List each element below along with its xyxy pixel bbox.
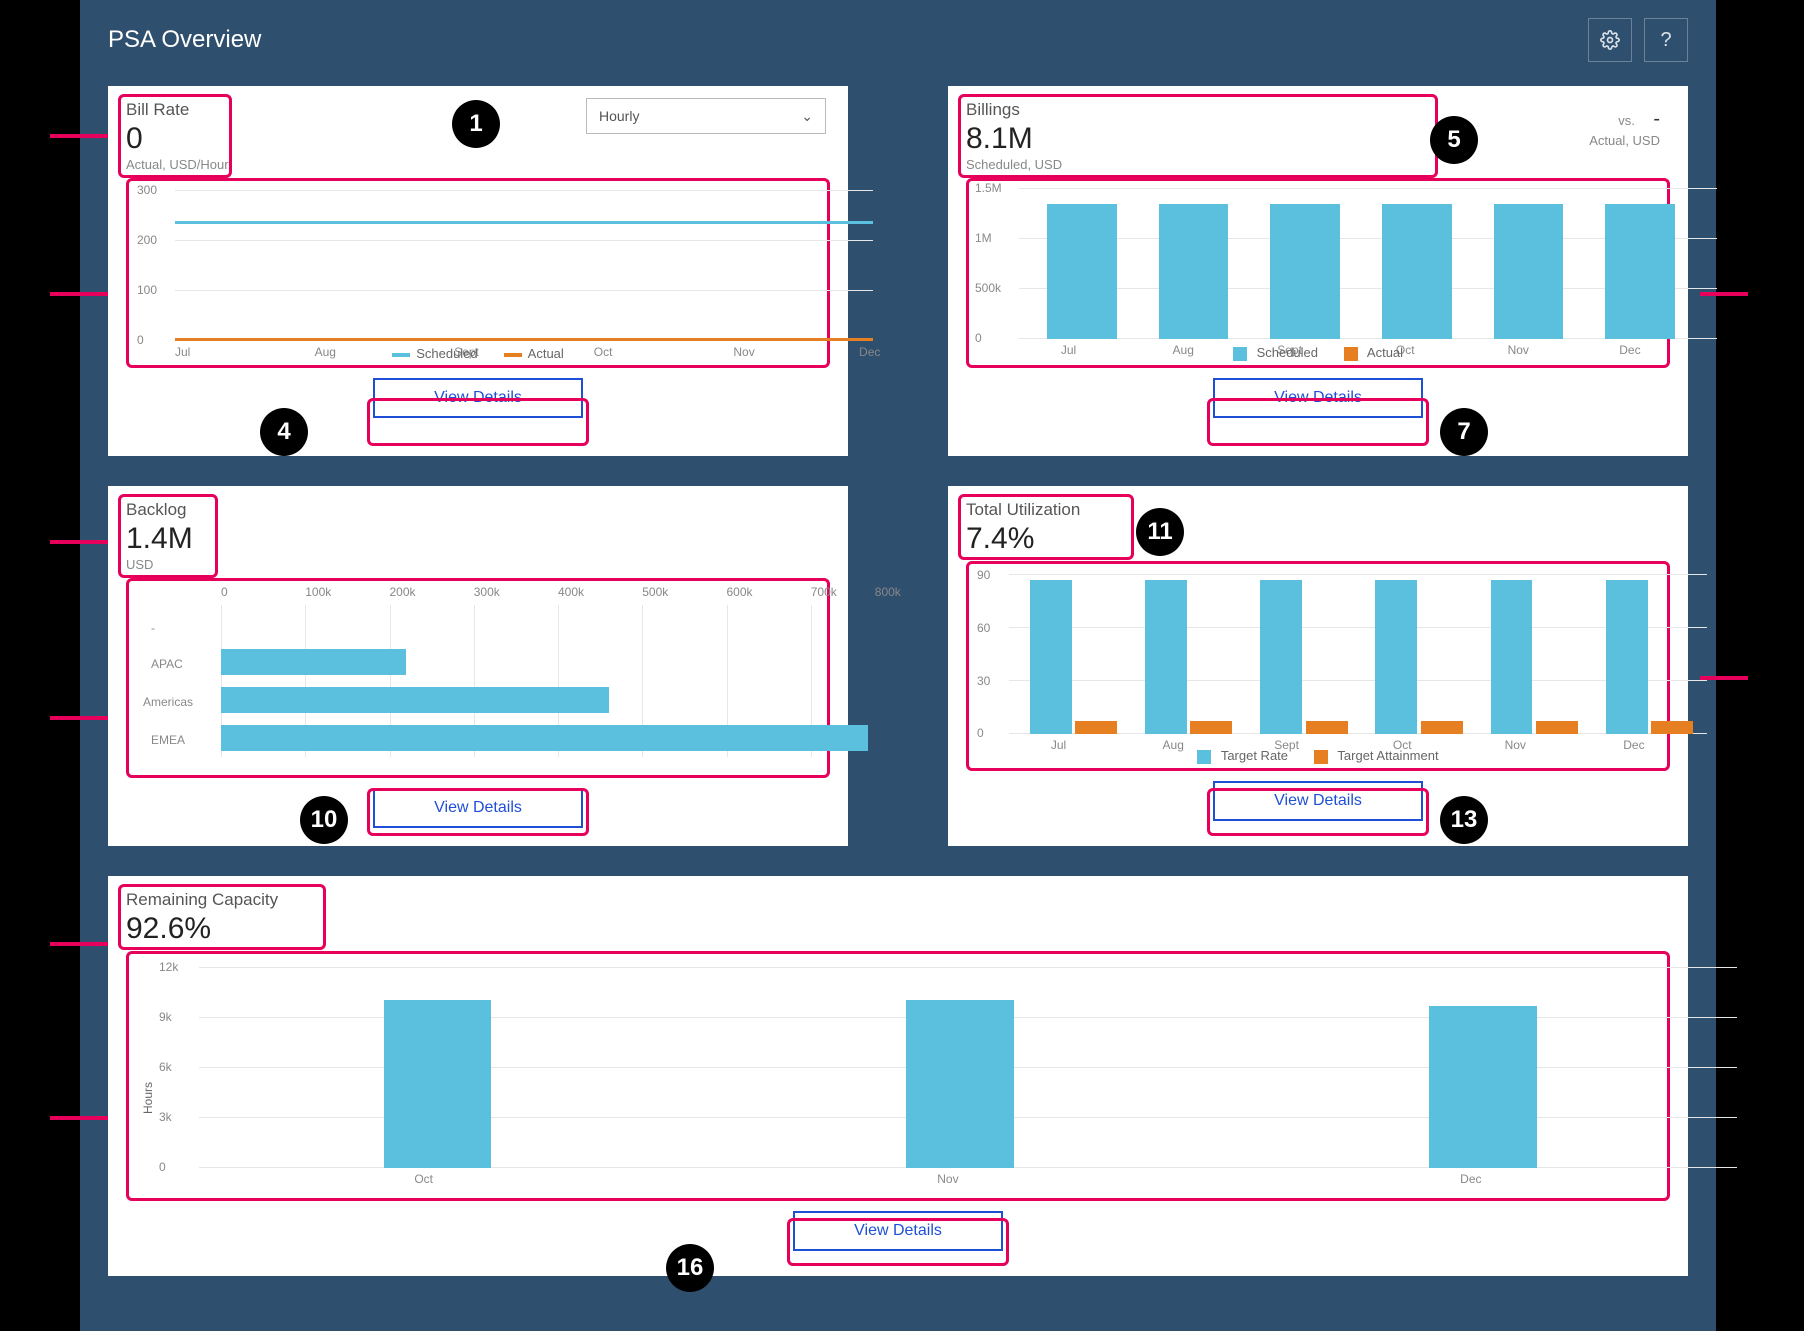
billings-chart: 0 500k 1M 1.5M Jul Aug: [966, 178, 1670, 368]
ann-bubble-1: 1: [452, 100, 500, 148]
ann-bubble-4: 4: [260, 408, 308, 456]
capacity-bar-oct: [384, 1000, 492, 1168]
card-capacity: Remaining Capacity 92.6% Hours 0 3k 6k 9…: [108, 876, 1688, 1276]
dashboard-grid: Bill Rate 0 Actual, USD/Hour Hourly ⌄ 0 …: [108, 86, 1688, 1276]
util-target-nov: [1491, 580, 1533, 734]
billings-title: Billings: [966, 100, 1670, 120]
card-backlog: Backlog 1.4M USD 0 100k 200k 300k 400k 5…: [108, 486, 848, 846]
billings-bar-aug: [1159, 204, 1229, 339]
ann-bubble-11: 11: [1136, 508, 1184, 556]
util-target-oct: [1375, 580, 1417, 734]
util-target-jul: [1030, 580, 1072, 734]
help-icon[interactable]: ?: [1644, 18, 1688, 62]
util-target-sept: [1260, 580, 1302, 734]
header-actions: ?: [1588, 18, 1688, 62]
backlog-title: Backlog: [126, 500, 830, 520]
util-attain-oct: [1421, 721, 1463, 734]
billings-legend: Scheduled Actual: [969, 345, 1667, 361]
util-target-aug: [1145, 580, 1187, 734]
dropdown-label: Hourly: [599, 108, 639, 124]
bill-rate-view-details-button[interactable]: View Details: [373, 378, 583, 418]
backlog-chart: 0 100k 200k 300k 400k 500k 600k 700k 800…: [126, 578, 830, 778]
capacity-chart: Hours 0 3k 6k 9k 12k Oct Nov: [126, 951, 1670, 1201]
util-target-dec: [1606, 580, 1648, 734]
backlog-bar-emea: [221, 725, 868, 751]
backlog-sub: USD: [126, 557, 830, 572]
ann-label-12: 12: [1742, 660, 1775, 694]
billings-bar-oct: [1382, 204, 1452, 339]
line-actual: [175, 338, 873, 341]
ann-label-9: 9: [24, 700, 41, 734]
billings-plot: 0 500k 1M 1.5M Jul Aug: [1019, 189, 1717, 339]
capacity-title: Remaining Capacity: [126, 890, 1670, 910]
util-view-details-button[interactable]: View Details: [1213, 781, 1423, 821]
capacity-bar-nov: [906, 1000, 1014, 1168]
gear-icon[interactable]: [1588, 18, 1632, 62]
capacity-view-details-button[interactable]: View Details: [793, 1211, 1003, 1251]
billings-bar-sept: [1270, 204, 1340, 339]
billings-bar-jul: [1047, 204, 1117, 339]
capacity-bar-dec: [1429, 1006, 1537, 1168]
ann-bubble-16: 16: [666, 1244, 714, 1292]
backlog-view-details-button[interactable]: View Details: [373, 788, 583, 828]
capacity-value: 92.6%: [126, 912, 1670, 945]
page-title: PSA Overview: [108, 26, 261, 54]
capacity-plot: 0 3k 6k 9k 12k Oct Nov Dec: [199, 968, 1737, 1168]
backlog-plot: 0 100k 200k 300k 400k 500k 600k 700k 800…: [221, 587, 895, 757]
bill-rate-chart: 0 100 200 300 Jul Aug Sept Oct N: [126, 178, 830, 368]
util-attain-nov: [1536, 721, 1578, 734]
billings-sub: Scheduled, USD: [966, 157, 1670, 172]
util-chart: 0 30 60 90: [966, 561, 1670, 771]
billings-value: 8.1M: [966, 122, 1670, 155]
backlog-bar-americas: [221, 687, 609, 713]
billings-view-details-button[interactable]: View Details: [1213, 378, 1423, 418]
ann-label-14: 14: [6, 926, 39, 960]
util-attain-aug: [1190, 721, 1232, 734]
backlog-value: 1.4M: [126, 522, 830, 555]
util-plot: 0 30 60 90: [1009, 574, 1707, 734]
app-header: PSA Overview ?: [108, 12, 1688, 68]
ann-label-15: 15: [6, 1100, 39, 1134]
util-legend: Target Rate Target Attainment: [969, 748, 1667, 764]
ann-label-6: 6: [1750, 276, 1767, 310]
bill-rate-plot: 0 100 200 300 Jul Aug Sept Oct N: [175, 191, 873, 341]
card-utilization: Total Utilization 7.4% 0 30 60 90: [948, 486, 1688, 846]
util-title: Total Utilization: [966, 500, 1670, 520]
ann-bubble-5: 5: [1430, 116, 1478, 164]
capacity-ylabel: Hours: [141, 1082, 155, 1114]
backlog-bar-apac: [221, 649, 406, 675]
ann-bubble-10: 10: [300, 796, 348, 844]
util-attain-dec: [1651, 721, 1693, 734]
ann-label-8: 8: [24, 524, 41, 558]
line-scheduled: [175, 221, 873, 224]
ann-label-2: 2: [24, 118, 41, 152]
billings-bar-dec: [1605, 204, 1675, 339]
ann-label-3: 3: [24, 276, 41, 310]
chevron-down-icon: ⌄: [801, 108, 813, 125]
billings-secondary: vs. - Actual, USD: [1589, 108, 1660, 148]
util-value: 7.4%: [966, 522, 1670, 555]
billings-bar-nov: [1494, 204, 1564, 339]
bill-rate-period-select[interactable]: Hourly ⌄: [586, 98, 826, 134]
card-billings: Billings 8.1M Scheduled, USD vs. - Actua…: [948, 86, 1688, 456]
util-attain-sept: [1306, 721, 1348, 734]
ann-bubble-13: 13: [1440, 796, 1488, 844]
util-attain-jul: [1075, 721, 1117, 734]
bill-rate-sub: Actual, USD/Hour: [126, 157, 830, 172]
app-frame: PSA Overview ? Bill Rate 0 Actual, USD/H…: [80, 0, 1716, 1331]
ann-bubble-7: 7: [1440, 408, 1488, 456]
bill-rate-legend: Scheduled Actual: [129, 346, 827, 361]
